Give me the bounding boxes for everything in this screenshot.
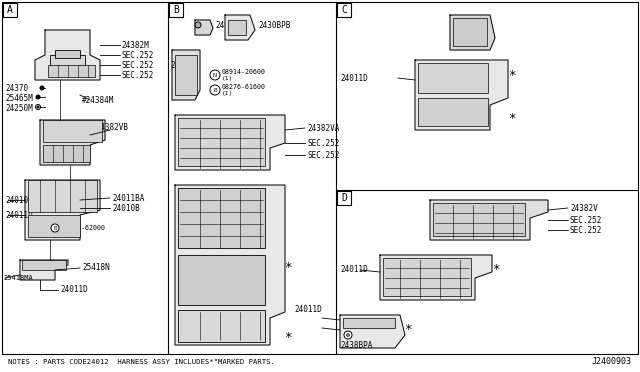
Circle shape bbox=[344, 331, 352, 339]
Bar bbox=[169, 3, 183, 17]
Text: 25465M: 25465M bbox=[5, 93, 33, 103]
Text: *: * bbox=[492, 263, 500, 276]
Text: B: B bbox=[213, 87, 217, 93]
Bar bbox=[55, 50, 80, 58]
Text: 24382V: 24382V bbox=[570, 203, 598, 212]
Text: N: N bbox=[213, 73, 217, 77]
Bar bbox=[337, 191, 351, 205]
Text: 24011D: 24011D bbox=[340, 266, 368, 275]
Circle shape bbox=[35, 105, 40, 109]
Circle shape bbox=[210, 70, 220, 80]
Text: SEC.252: SEC.252 bbox=[570, 215, 602, 224]
Text: #24382VB: #24382VB bbox=[92, 122, 129, 131]
Bar bbox=[337, 3, 351, 17]
Polygon shape bbox=[35, 30, 100, 80]
Polygon shape bbox=[172, 50, 200, 100]
Polygon shape bbox=[195, 20, 213, 35]
Text: #24384M: #24384M bbox=[82, 96, 115, 105]
Bar bbox=[178, 188, 265, 248]
Circle shape bbox=[210, 85, 220, 95]
Text: B: B bbox=[173, 5, 179, 15]
Text: (1): (1) bbox=[222, 90, 233, 96]
Text: D: D bbox=[341, 193, 347, 203]
Text: *: * bbox=[284, 331, 292, 344]
Text: 24010B: 24010B bbox=[112, 203, 140, 212]
Bar bbox=[43, 145, 90, 162]
Text: 24382M: 24382M bbox=[121, 41, 148, 49]
Text: SEC.252: SEC.252 bbox=[307, 138, 339, 148]
Circle shape bbox=[51, 224, 59, 232]
Text: 24250M: 24250M bbox=[5, 103, 33, 112]
Text: (1): (1) bbox=[62, 231, 73, 237]
Polygon shape bbox=[20, 260, 68, 280]
Text: 24011D: 24011D bbox=[215, 20, 243, 29]
Bar bbox=[3, 3, 17, 17]
Circle shape bbox=[36, 95, 40, 99]
Text: NOTES : PARTS CODE24012  HARNESS ASSY INCLUDES*"MARKED PARTS.: NOTES : PARTS CODE24012 HARNESS ASSY INC… bbox=[8, 359, 275, 365]
Text: 24011D: 24011D bbox=[60, 285, 88, 295]
Text: A: A bbox=[7, 5, 13, 15]
Bar bbox=[228, 20, 246, 35]
Bar bbox=[433, 203, 525, 236]
Bar bbox=[50, 55, 85, 75]
Bar bbox=[418, 98, 488, 126]
Text: *: * bbox=[284, 262, 292, 275]
Circle shape bbox=[40, 86, 44, 90]
Bar bbox=[178, 118, 265, 166]
Text: 2430BPB: 2430BPB bbox=[258, 20, 291, 29]
Text: 08914-20600: 08914-20600 bbox=[222, 69, 266, 75]
Bar bbox=[48, 65, 95, 77]
Text: 24370: 24370 bbox=[5, 83, 28, 93]
Text: 24010B: 24010B bbox=[5, 196, 33, 205]
Text: 2438BPA: 2438BPA bbox=[340, 340, 372, 350]
Bar bbox=[343, 318, 395, 328]
Bar bbox=[418, 63, 488, 93]
Text: J2400903: J2400903 bbox=[592, 357, 632, 366]
Text: 25418N: 25418N bbox=[82, 263, 109, 273]
Circle shape bbox=[37, 106, 39, 108]
Polygon shape bbox=[340, 315, 405, 348]
Polygon shape bbox=[380, 255, 492, 300]
Bar bbox=[28, 180, 97, 212]
Text: SEC.252: SEC.252 bbox=[121, 71, 154, 80]
Bar bbox=[28, 215, 80, 237]
Text: SEC.252: SEC.252 bbox=[121, 61, 154, 70]
Bar bbox=[43, 120, 102, 142]
Text: SEC.252: SEC.252 bbox=[121, 51, 154, 60]
Text: SEC.252: SEC.252 bbox=[307, 151, 339, 160]
Text: *: * bbox=[404, 324, 412, 337]
Polygon shape bbox=[450, 15, 495, 50]
Polygon shape bbox=[25, 180, 100, 240]
Text: 24011D: 24011D bbox=[294, 305, 322, 314]
Bar bbox=[178, 310, 265, 342]
Text: 08276-61600: 08276-61600 bbox=[222, 84, 266, 90]
Text: 08276-62000: 08276-62000 bbox=[62, 225, 106, 231]
Polygon shape bbox=[415, 60, 508, 130]
Polygon shape bbox=[175, 115, 285, 170]
Bar bbox=[175, 55, 197, 95]
Text: 2438BP: 2438BP bbox=[170, 61, 198, 70]
Bar bbox=[178, 255, 265, 305]
Circle shape bbox=[195, 22, 201, 28]
Circle shape bbox=[346, 334, 349, 337]
Text: 24382VA: 24382VA bbox=[307, 124, 339, 132]
Bar bbox=[383, 258, 471, 296]
Text: SEC.252: SEC.252 bbox=[570, 225, 602, 234]
Polygon shape bbox=[430, 200, 548, 240]
Text: *: * bbox=[508, 68, 516, 81]
Text: 25418MA: 25418MA bbox=[3, 275, 33, 281]
Text: C: C bbox=[341, 5, 347, 15]
Polygon shape bbox=[225, 15, 255, 40]
Bar bbox=[22, 260, 66, 270]
Bar bbox=[453, 18, 487, 46]
Polygon shape bbox=[40, 120, 105, 165]
Text: B: B bbox=[53, 225, 57, 231]
Text: 24011BA: 24011BA bbox=[112, 193, 145, 202]
Text: *: * bbox=[508, 112, 516, 125]
Text: (1): (1) bbox=[222, 76, 233, 80]
Text: 24011D: 24011D bbox=[340, 74, 368, 83]
Text: 24011D: 24011D bbox=[5, 211, 33, 219]
Polygon shape bbox=[175, 185, 285, 345]
